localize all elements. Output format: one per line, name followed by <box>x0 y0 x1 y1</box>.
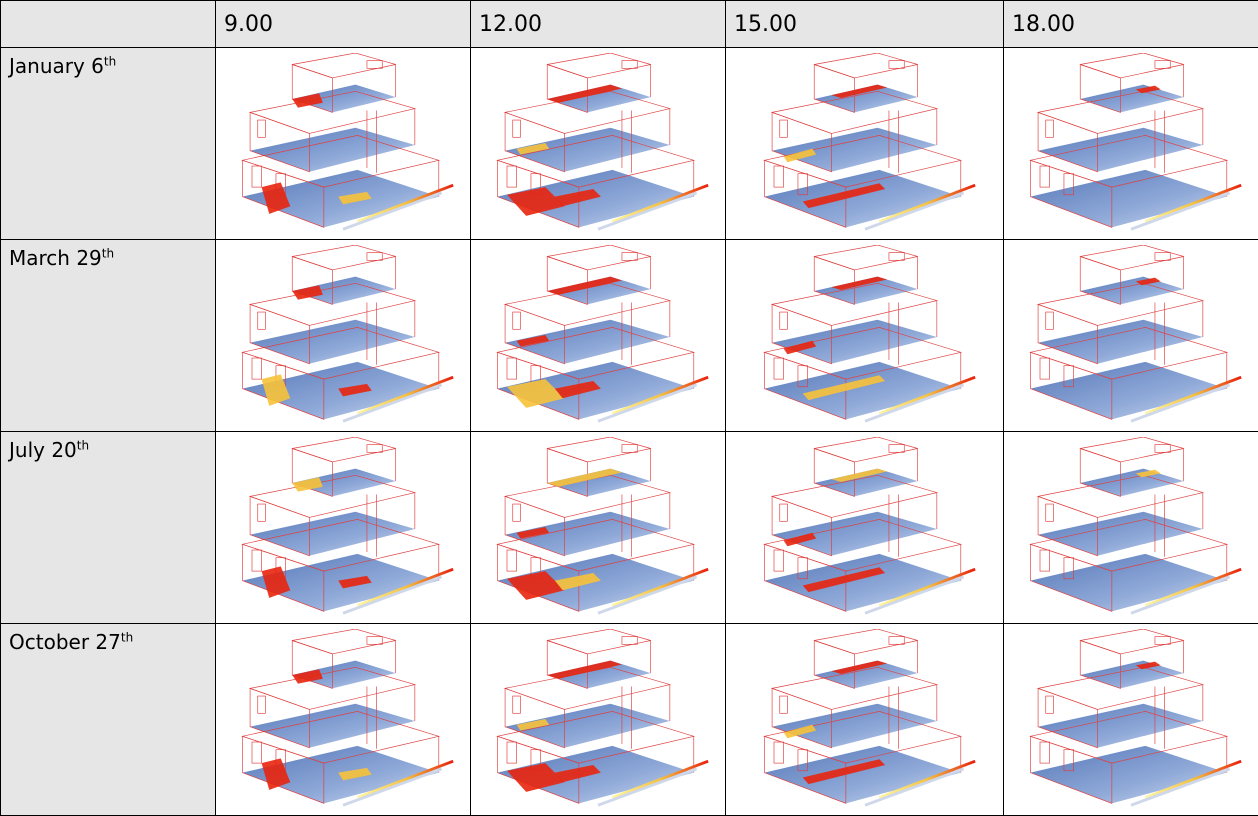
image-cell <box>726 624 1004 816</box>
image-cell <box>216 432 471 624</box>
building-model <box>764 437 975 613</box>
simulation-image <box>478 53 718 235</box>
building-model <box>1030 437 1241 613</box>
simulation-image <box>223 53 463 235</box>
row: July 20th <box>1 432 1258 624</box>
image-cell <box>471 624 726 816</box>
row: October 27th <box>1 624 1258 816</box>
corner <box>1 1 216 48</box>
building-model <box>764 245 975 421</box>
date: January 6 <box>9 54 104 78</box>
date-cell: October 27th <box>1 624 216 816</box>
row: January 6th <box>1 48 1258 240</box>
image-cell <box>726 48 1004 240</box>
building-model <box>764 629 975 805</box>
simulation-image <box>745 629 985 811</box>
image-cell <box>471 48 726 240</box>
building-model <box>764 53 975 229</box>
image-cell <box>471 432 726 624</box>
date-cell: January 6th <box>1 48 216 240</box>
building-model <box>1030 245 1241 421</box>
date: March 29 <box>9 246 102 270</box>
row: March 29th <box>1 240 1258 432</box>
simulation-image <box>1011 629 1251 811</box>
image-cell <box>216 624 471 816</box>
column-header: 9.00 <box>216 1 471 48</box>
simulation-image <box>745 53 985 235</box>
date-suffix: th <box>77 438 89 452</box>
simulation-image <box>1011 53 1251 235</box>
image-cell <box>1004 432 1258 624</box>
simulation-image <box>745 437 985 619</box>
building-model <box>1030 53 1241 229</box>
image-cell <box>1004 624 1258 816</box>
simulation-image <box>223 245 463 427</box>
simulation-image <box>1011 245 1251 427</box>
image-cell <box>726 432 1004 624</box>
column-header: 18.00 <box>1004 1 1258 48</box>
date-suffix: th <box>102 246 114 260</box>
simulation-image <box>745 245 985 427</box>
image-cell <box>216 48 471 240</box>
date-cell: July 20th <box>1 432 216 624</box>
image-cell <box>1004 48 1258 240</box>
column-header: 15.00 <box>726 1 1004 48</box>
image-cell <box>1004 240 1258 432</box>
date-suffix: th <box>104 54 116 68</box>
simulation-image <box>223 629 463 811</box>
simulation-image <box>478 437 718 619</box>
date-cell: March 29th <box>1 240 216 432</box>
simulation-image <box>223 437 463 619</box>
date-suffix: th <box>121 630 133 644</box>
building-model <box>1030 629 1241 805</box>
image-cell <box>471 240 726 432</box>
simulation-image <box>1011 437 1251 619</box>
simulation-image <box>478 629 718 811</box>
image-cell <box>726 240 1004 432</box>
column-header: 12.00 <box>471 1 726 48</box>
image-cell <box>216 240 471 432</box>
date: July 20 <box>9 438 77 462</box>
simulation-image <box>478 245 718 427</box>
date: October 27 <box>9 630 121 654</box>
